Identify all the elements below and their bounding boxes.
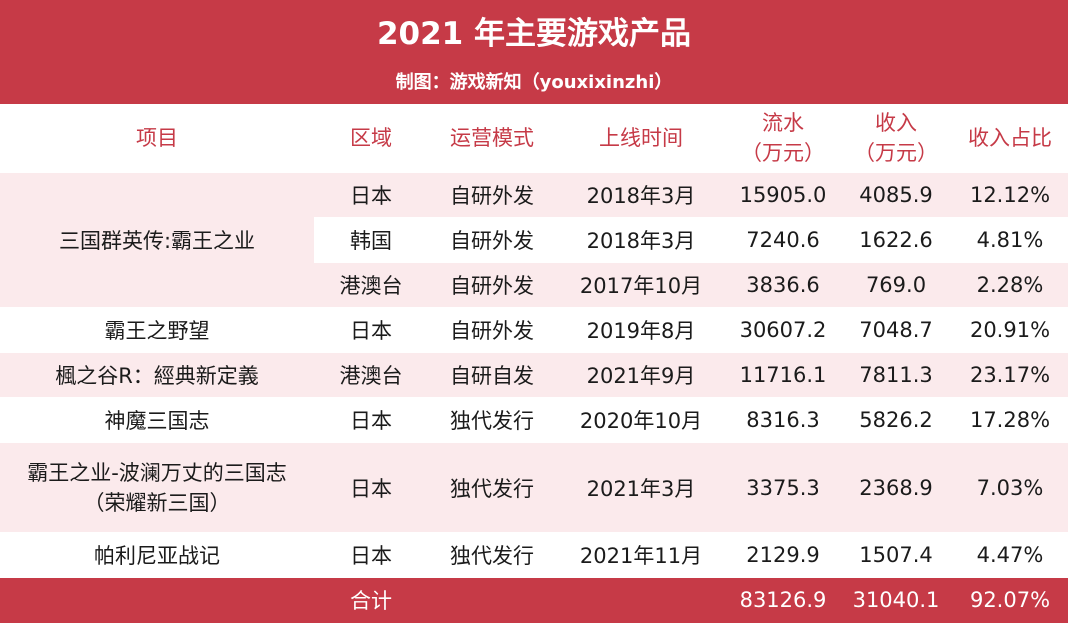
table-row: 神魔三国志 日本 独代发行 2020年10月 8316.3 5826.2 17.… (0, 397, 1068, 443)
table-row: 霸王之业-波澜万丈的三国志 （荣耀新三国） 日本 独代发行 2021年3月 33… (0, 442, 1068, 533)
cell-launch: 2017年10月 (556, 262, 726, 308)
total-empty-cell (0, 577, 314, 623)
cell-region: 日本 (314, 397, 428, 443)
header-revenue-label: 收入 (875, 111, 917, 135)
cell-revenue: 4085.9 (840, 172, 952, 218)
cell-launch: 2021年3月 (556, 442, 726, 533)
cell-revenue: 5826.2 (840, 397, 952, 443)
cell-launch: 2021年11月 (556, 532, 726, 578)
cell-share: 23.17% (952, 352, 1068, 398)
cell-share: 17.28% (952, 397, 1068, 443)
cell-mode: 独代发行 (428, 532, 556, 578)
cell-mode: 自研外发 (428, 172, 556, 218)
title-band: 2021 年主要游戏产品 制图：游戏新知（youxixinzhi） (0, 0, 1068, 104)
total-row: 合计 83126.9 31040.1 92.07% (0, 577, 1068, 623)
header-mode: 运营模式 (450, 126, 534, 150)
cell-mode: 自研外发 (428, 262, 556, 308)
total-empty-cell (428, 577, 556, 623)
cell-region: 日本 (314, 172, 428, 218)
header-row: 项目 区域 运营模式 上线时间 流水 （万元） 收入 （万元） 收入占比 (0, 104, 1068, 173)
cell-flow: 3836.6 (726, 262, 840, 308)
cell-share: 4.47% (952, 532, 1068, 578)
cell-item-line1: 霸王之业-波澜万丈的三国志 (27, 460, 287, 485)
header-flow: 流水 （万元） (726, 104, 840, 173)
cell-share: 7.03% (952, 442, 1068, 533)
cell-flow: 2129.9 (726, 532, 840, 578)
cell-flow: 11716.1 (726, 352, 840, 398)
page-title: 2021 年主要游戏产品 (376, 16, 692, 52)
cell-flow: 15905.0 (726, 172, 840, 218)
cell-mode: 自研外发 (428, 307, 556, 353)
page-subtitle: 制图：游戏新知（youxixinzhi） (395, 72, 673, 93)
total-revenue: 31040.1 (840, 577, 952, 623)
cell-item: 神魔三国志 (0, 397, 314, 443)
cell-revenue: 769.0 (840, 262, 952, 308)
table-row: 港澳台 自研外发 2017年10月 3836.6 769.0 2.28% (0, 262, 1068, 308)
cell-flow: 7240.6 (726, 217, 840, 263)
header-flow-unit: （万元） (741, 141, 825, 165)
cell-mode: 独代发行 (428, 442, 556, 533)
header-share: 收入占比 (968, 126, 1052, 150)
total-flow: 83126.9 (726, 577, 840, 623)
total-empty-cell (556, 577, 726, 623)
cell-launch: 2020年10月 (556, 397, 726, 443)
table-row: 帕利尼亚战记 日本 独代发行 2021年11月 2129.9 1507.4 4.… (0, 532, 1068, 578)
cell-region: 日本 (314, 442, 428, 533)
total-share: 92.07% (952, 577, 1068, 623)
cell-region: 日本 (314, 532, 428, 578)
cell-launch: 2018年3月 (556, 172, 726, 218)
games-table: 项目 区域 运营模式 上线时间 流水 （万元） 收入 （万元） 收入占比 三国群… (0, 104, 1068, 623)
cell-mode: 自研自发 (428, 352, 556, 398)
cell-region: 韩国 (314, 217, 428, 263)
cell-item: 帕利尼亚战记 (0, 532, 314, 578)
table-row: 韩国 自研外发 2018年3月 7240.6 1622.6 4.81% (0, 217, 1068, 263)
cell-share: 12.12% (952, 172, 1068, 218)
table-row: 三国群英传:霸王之业 日本 自研外发 2018年3月 15905.0 4085.… (0, 172, 1068, 308)
cell-item: 楓之谷R：經典新定義 (0, 352, 314, 398)
header-revenue-unit: （万元） (854, 141, 938, 165)
header-launch: 上线时间 (599, 126, 683, 150)
cell-share: 4.81% (952, 217, 1068, 263)
cell-item: 霸王之业-波澜万丈的三国志 （荣耀新三国） (0, 442, 314, 533)
header-item: 项目 (136, 126, 178, 150)
cell-launch: 2018年3月 (556, 217, 726, 263)
cell-item-line2: （荣耀新三国） (83, 490, 231, 515)
table-row: 霸王之野望 日本 自研外发 2019年8月 30607.2 7048.7 20.… (0, 307, 1068, 353)
cell-region: 港澳台 (314, 262, 428, 308)
header-flow-label: 流水 (762, 111, 804, 135)
cell-revenue: 2368.9 (840, 442, 952, 533)
cell-revenue: 1622.6 (840, 217, 952, 263)
header-revenue: 收入 （万元） (840, 104, 952, 173)
cell-mode: 独代发行 (428, 397, 556, 443)
cell-revenue: 1507.4 (840, 532, 952, 578)
cell-launch: 2019年8月 (556, 307, 726, 353)
cell-launch: 2021年9月 (556, 352, 726, 398)
header-region: 区域 (350, 126, 392, 150)
cell-share: 2.28% (952, 262, 1068, 308)
cell-region: 日本 (314, 307, 428, 353)
cell-mode: 自研外发 (428, 217, 556, 263)
cell-flow: 3375.3 (726, 442, 840, 533)
total-label: 合计 (314, 577, 428, 623)
cell-item: 霸王之野望 (0, 307, 314, 353)
cell-share: 20.91% (952, 307, 1068, 353)
cell-region: 港澳台 (314, 352, 428, 398)
cell-revenue: 7048.7 (840, 307, 952, 353)
cell-item: 三国群英传:霸王之业 (0, 172, 314, 308)
cell-flow: 8316.3 (726, 397, 840, 443)
cell-revenue: 7811.3 (840, 352, 952, 398)
cell-flow: 30607.2 (726, 307, 840, 353)
table-row: 楓之谷R：經典新定義 港澳台 自研自发 2021年9月 11716.1 7811… (0, 352, 1068, 398)
